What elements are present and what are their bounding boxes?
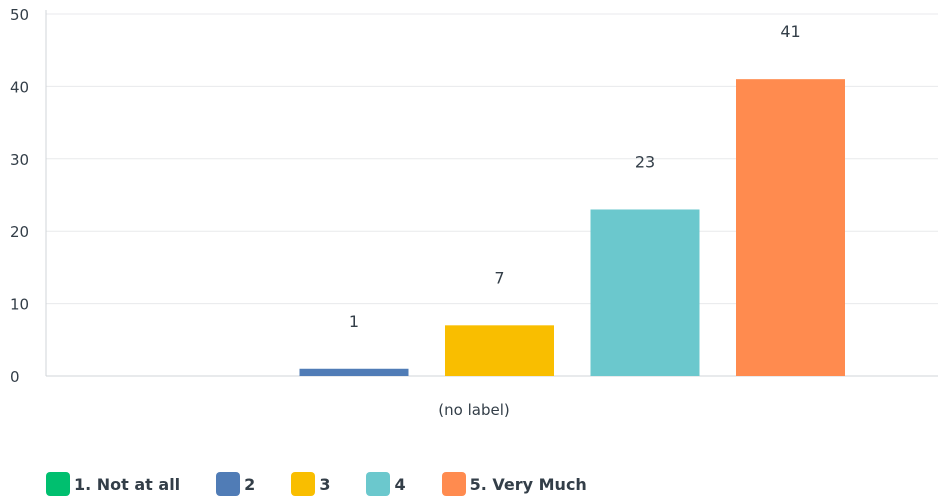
y-axis-ticks: 0 10 20 30 40 50 <box>10 6 29 386</box>
legend-label: 2 <box>244 474 256 494</box>
y-tick-label: 20 <box>10 223 29 241</box>
legend-item: 4 <box>366 472 406 496</box>
legend-swatch <box>216 472 241 496</box>
legend-item: 1. Not at all <box>46 472 180 496</box>
y-tick-label: 40 <box>10 78 29 96</box>
legend-label: 4 <box>394 474 406 494</box>
bar <box>445 325 554 376</box>
data-label: 41 <box>780 22 800 41</box>
bar <box>736 79 845 376</box>
legend-swatch <box>291 472 316 496</box>
legend-item: 3 <box>291 472 330 496</box>
legend-label: 5. Very Much <box>469 474 587 494</box>
data-label: 23 <box>635 152 655 171</box>
legend-swatch <box>366 472 391 496</box>
y-tick-label: 50 <box>10 6 29 24</box>
legend-item: 2 <box>216 472 255 496</box>
legend-item: 5. Very Much <box>441 472 587 496</box>
x-category-label: (no label) <box>438 401 509 419</box>
data-labels: 1 7 23 41 <box>349 22 801 331</box>
legend: 1. Not at all 2 3 4 5. Very Much <box>46 471 623 497</box>
legend-swatch <box>46 472 70 496</box>
data-label: 7 <box>494 268 504 287</box>
legend-label: 3 <box>319 474 331 494</box>
legend-label: 1. Not at all <box>74 474 181 494</box>
y-tick-label: 0 <box>10 368 20 386</box>
y-tick-label: 30 <box>10 151 29 169</box>
bars <box>299 79 845 376</box>
data-label: 1 <box>349 312 359 331</box>
bar <box>590 209 700 376</box>
bar <box>299 368 409 376</box>
legend-swatch <box>441 472 466 496</box>
y-tick-label: 10 <box>10 296 29 314</box>
